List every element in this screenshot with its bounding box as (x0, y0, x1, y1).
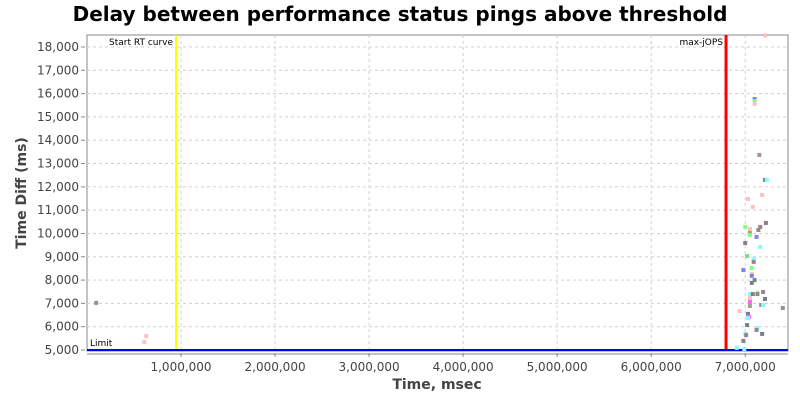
data-point (747, 230, 752, 235)
y-tick-label: 6,000 (45, 320, 79, 334)
data-point (780, 306, 785, 311)
data-point (755, 292, 760, 297)
y-tick-label: 14,000 (37, 133, 79, 147)
data-point (747, 292, 752, 297)
data-point (763, 220, 768, 225)
data-point (142, 340, 147, 345)
data-point (741, 338, 746, 343)
y-tick-label: 12,000 (37, 180, 79, 194)
x-tick-label: 5,000,000 (527, 360, 588, 374)
data-point (760, 331, 765, 336)
marker-label: Start RT curve (109, 38, 173, 48)
data-point (752, 96, 757, 101)
data-point (751, 257, 756, 262)
x-tick-label: 1,000,000 (150, 360, 211, 374)
data-point (752, 278, 757, 283)
data-point (757, 152, 762, 157)
data-point (94, 300, 99, 305)
data-point (760, 193, 765, 198)
data-point (745, 254, 750, 259)
data-point (747, 303, 752, 308)
data-point (747, 296, 752, 301)
plot-area (86, 34, 789, 352)
data-point (734, 345, 739, 350)
data-point (754, 327, 759, 332)
x-tick-label: 2,000,000 (245, 360, 306, 374)
grid (87, 35, 788, 351)
x-tick-label: 3,000,000 (339, 360, 400, 374)
marker-label: max-jOPS (679, 38, 723, 48)
data-point (761, 303, 766, 308)
data-point (752, 99, 757, 104)
x-tick-label: 6,000,000 (621, 360, 682, 374)
data-point (756, 227, 761, 232)
marker-line (724, 35, 728, 351)
data-point (750, 292, 755, 297)
x-tick-label: 7,000,000 (715, 360, 776, 374)
data-point (761, 289, 766, 294)
data-point (747, 233, 752, 238)
data-point (754, 234, 759, 239)
y-tick-label: 18,000 (37, 40, 79, 54)
y-tick-label: 5,000 (45, 343, 79, 357)
data-point (746, 311, 751, 316)
y-tick-label: 7,000 (45, 296, 79, 310)
y-tick-label: 8,000 (45, 273, 79, 287)
y-tick-label: 16,000 (37, 87, 79, 101)
marker-label: Limit (90, 339, 113, 349)
data-point (746, 196, 751, 201)
y-axis: 5,000 6,000 7,000 8,000 9,000 10,000 11,000 12,… (37, 40, 85, 357)
data-point (751, 259, 756, 264)
y-tick-label: 10,000 (37, 226, 79, 240)
data-point (752, 101, 757, 106)
x-axis-label: Time, msec (392, 377, 481, 393)
data-point (764, 177, 769, 182)
data-point (762, 296, 767, 301)
y-axis-label: Time Diff (ms) (14, 137, 30, 249)
y-tick-label: 15,000 (37, 110, 79, 124)
data-point (749, 273, 754, 278)
data-point (743, 241, 748, 246)
y-tick-label: 11,000 (37, 203, 79, 217)
data-point (747, 299, 752, 304)
data-point (747, 227, 752, 232)
data-points (94, 33, 785, 352)
chart-title: Delay between performance status pings a… (73, 2, 728, 26)
data-point (144, 334, 149, 339)
data-point (762, 33, 767, 38)
x-axis: 1,000,000 2,000,000 3,000,000 4,000,000 5,00… (87, 353, 788, 374)
data-point (745, 323, 750, 328)
data-point (750, 204, 755, 209)
y-tick-label: 9,000 (45, 250, 79, 264)
data-point (749, 280, 754, 285)
y-tick-label: 13,000 (37, 157, 79, 171)
x-tick-label: 4,000,000 (433, 360, 494, 374)
data-point (746, 316, 751, 321)
data-point (742, 347, 747, 352)
y-tick-label: 17,000 (37, 63, 79, 77)
markers: Start RT curve max-jOPS Limit (87, 35, 788, 351)
data-point (758, 244, 763, 249)
data-point (749, 265, 754, 270)
data-point (743, 224, 748, 229)
data-point (737, 309, 742, 314)
data-point (744, 333, 749, 338)
data-point (741, 268, 746, 273)
data-point (758, 224, 763, 229)
